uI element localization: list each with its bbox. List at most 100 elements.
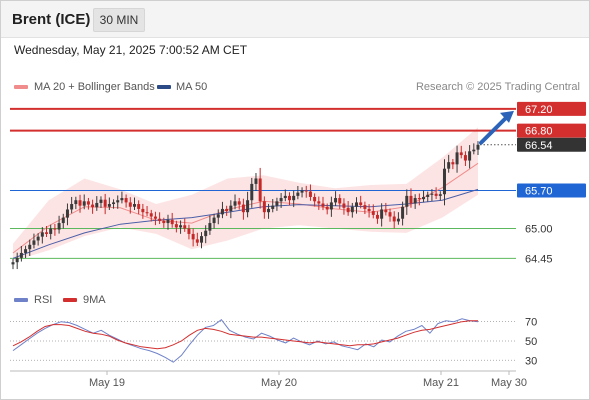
candle-body — [258, 178, 262, 202]
candle-body — [124, 198, 128, 203]
candle-body — [325, 206, 329, 210]
candle-body — [422, 196, 426, 200]
candle-body — [61, 217, 65, 224]
candle-body — [212, 217, 216, 224]
ma20-line — [12, 162, 479, 254]
candle-body — [455, 152, 459, 165]
candle-body — [279, 198, 283, 202]
candle-body — [153, 216, 157, 219]
candle-body — [95, 202, 99, 208]
candle-body — [396, 218, 400, 222]
price-label-box-67.20 — [517, 101, 586, 116]
candle-body — [447, 162, 451, 169]
rsi-tick-70: 70 — [525, 317, 537, 329]
price-label-66.54: 66.54 — [525, 140, 553, 152]
rsi-ma-legend-swatch — [63, 298, 77, 302]
candle-body — [145, 212, 149, 214]
candle-body — [250, 183, 254, 201]
candle-body — [430, 193, 434, 195]
candle-body — [355, 202, 359, 207]
candle-body — [116, 200, 120, 203]
rsi-line — [12, 318, 479, 363]
candle-body — [451, 162, 455, 165]
candle-body — [417, 198, 421, 200]
rsi-tick-30: 30 — [525, 355, 537, 367]
trend-arrow-shaft — [479, 114, 509, 145]
candle-body — [195, 239, 199, 243]
ma50-legend-swatch — [157, 85, 171, 89]
candle-body — [392, 216, 396, 222]
candle-body — [442, 168, 446, 195]
price-label-66.80: 66.80 — [525, 126, 553, 138]
candle-body — [292, 195, 296, 201]
candle-body — [329, 202, 333, 210]
candle-body — [179, 225, 183, 228]
candle-body — [40, 232, 44, 237]
candle-body — [45, 232, 49, 234]
candle-body — [19, 252, 23, 258]
rsi-legend-label: RSI — [34, 294, 53, 306]
candle-body — [183, 225, 187, 229]
candle-body — [237, 201, 241, 205]
candle-body — [162, 220, 166, 224]
candle-body — [74, 200, 78, 205]
rsi-legend-swatch — [14, 298, 28, 302]
candle-body — [350, 206, 354, 213]
candle-body — [371, 211, 375, 215]
interval-button[interactable]: 30 MIN — [93, 8, 145, 32]
candle-body — [262, 201, 266, 213]
price-levels — [10, 107, 516, 259]
candle-body — [426, 194, 430, 197]
price-label-box-66.80 — [517, 123, 586, 138]
ma50-legend-label: MA 50 — [176, 81, 208, 93]
candle-body — [15, 257, 19, 263]
candle-body — [308, 191, 312, 197]
candle-body — [296, 192, 300, 196]
candle-body — [191, 233, 195, 240]
x-tick-label: May 19 — [89, 377, 125, 389]
candle-body — [275, 201, 279, 206]
candle-body — [57, 223, 61, 230]
rsi-ma-line — [12, 320, 478, 350]
bollinger-band-area — [13, 127, 478, 262]
price-level-labels: 67.20 66.80 66.54 65.70 65.00 64.45 — [517, 101, 586, 265]
rsi-tick-50: 50 — [525, 336, 537, 348]
candle-body — [321, 203, 325, 207]
price-label-65.00: 65.00 — [525, 224, 553, 236]
candle-body — [246, 200, 250, 213]
candle-body — [405, 195, 409, 207]
timestamp: Wednesday, May 21, 2025 7:00:52 AM CET — [14, 43, 248, 57]
x-tick-label: May 30 — [491, 377, 527, 389]
ma20-legend-swatch — [14, 85, 28, 89]
candle-body — [137, 204, 141, 209]
candle-body — [380, 209, 384, 219]
candle-body — [53, 228, 57, 230]
candle-body — [65, 209, 69, 218]
candle-body — [413, 198, 417, 204]
x-tick-label: May 20 — [261, 377, 297, 389]
candle-body — [107, 204, 111, 207]
candle-body — [112, 202, 116, 205]
candle-body — [463, 155, 467, 161]
candle-body — [313, 196, 317, 202]
candle-body — [82, 201, 86, 206]
candle-body — [317, 201, 321, 204]
candle-body — [99, 199, 103, 203]
candle-body — [438, 194, 442, 196]
candle-body — [28, 244, 32, 250]
candle-body — [283, 195, 287, 199]
research-credit: Research © 2025 Trading Central — [415, 81, 580, 93]
candle-body — [287, 195, 291, 201]
candle-body — [363, 205, 367, 209]
instrument-title: Brent (ICE) — [12, 11, 91, 28]
candle-body — [187, 228, 191, 234]
candle-body — [208, 223, 212, 231]
candle-body — [334, 198, 338, 203]
rsi-ma-legend-label: 9MA — [83, 294, 106, 306]
candle-body — [158, 218, 162, 221]
candle-body — [204, 230, 208, 237]
candle-body — [359, 202, 363, 206]
price-label-64.45: 64.45 — [525, 253, 553, 265]
candle-body — [241, 204, 245, 213]
